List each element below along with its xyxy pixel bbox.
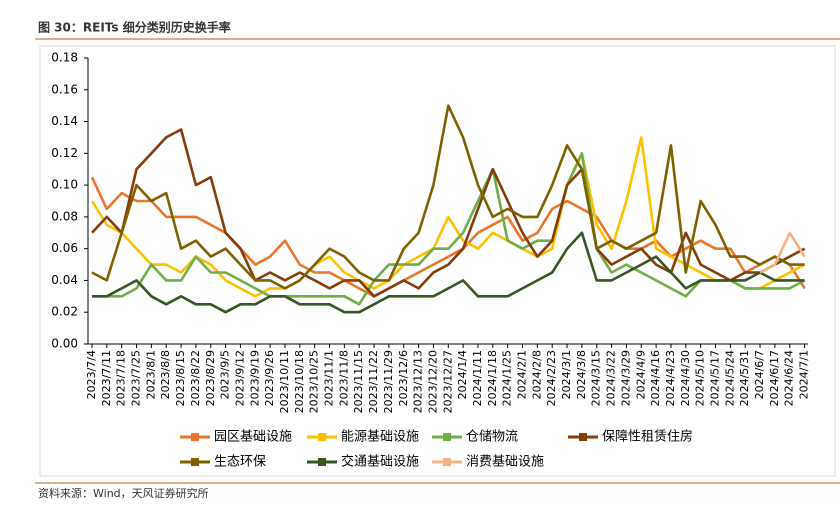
y-tick-label: 0.06 xyxy=(51,241,78,255)
series-line xyxy=(759,231,806,274)
x-tick-label: 2023/12/13 xyxy=(412,350,425,413)
y-tick-label: 0.02 xyxy=(51,305,78,319)
x-tick-label: 2023/7/4 xyxy=(85,350,98,399)
x-tick-label: 2023/9/19 xyxy=(248,350,261,406)
legend-marker xyxy=(443,433,451,441)
x-tick-label: 2024/3/8 xyxy=(575,350,588,399)
source: 资料来源：Wind，天风证券研究所 xyxy=(38,486,209,500)
y-tick-label: 0.12 xyxy=(51,146,78,160)
x-tick-label: 2024/1/18 xyxy=(486,350,499,406)
series-line xyxy=(92,152,806,306)
series-line xyxy=(91,128,806,298)
x-tick-label: 2024/3/29 xyxy=(619,350,632,406)
y-tick-label: 0.08 xyxy=(51,209,78,223)
x-tick-label: 2023/7/18 xyxy=(115,350,128,406)
x-tick-label: 2023/11/22 xyxy=(367,350,380,413)
y-tick-label: 0.10 xyxy=(51,178,78,192)
legend-marker xyxy=(443,458,451,466)
legend-label: 仓储物流 xyxy=(466,430,518,445)
x-tick-label: 2023/9/5 xyxy=(219,350,232,399)
x-tick-label: 2024/6/24 xyxy=(783,350,796,406)
x-tick-label: 2024/4/23 xyxy=(664,350,677,406)
legend-marker xyxy=(191,458,199,466)
legend-label: 交通基础设施 xyxy=(341,454,419,470)
legend-marker xyxy=(579,433,587,441)
x-tick-label: 2023/11/1 xyxy=(323,350,336,406)
x-tick-label: 2023/8/29 xyxy=(204,350,217,406)
x-tick-label: 2024/4/16 xyxy=(649,350,662,406)
series-line xyxy=(92,231,805,314)
legend-label: 保障性租赁住房 xyxy=(602,429,693,445)
x-tick-label: 2023/11/29 xyxy=(382,350,395,413)
x-tick-label: 2024/2/1 xyxy=(516,350,529,399)
x-tick-label: 2023/12/20 xyxy=(426,350,439,413)
legend-marker xyxy=(191,433,199,441)
x-tick-label: 2024/6/7 xyxy=(753,350,766,399)
x-tick-label: 2023/7/25 xyxy=(130,350,143,406)
y-tick-label: 0.14 xyxy=(51,114,78,128)
legend-label: 园区基础设施 xyxy=(214,430,292,445)
legend-label: 能源基础设施 xyxy=(341,430,419,445)
legend-label: 消费基础设施 xyxy=(466,455,544,470)
x-tick-label: 2024/5/17 xyxy=(709,350,722,406)
x-tick-label: 2023/8/8 xyxy=(159,350,172,399)
x-tick-label: 2024/3/1 xyxy=(560,350,573,399)
x-tick-label: 2023/11/15 xyxy=(352,350,365,413)
y-tick-label: 0.18 xyxy=(51,51,78,65)
x-tick-label: 2024/1/11 xyxy=(471,350,484,406)
legend-marker xyxy=(318,433,326,441)
x-tick-label: 2024/3/22 xyxy=(605,350,618,406)
x-tick-label: 2023/11/8 xyxy=(337,350,350,406)
x-tick-label: 2023/8/22 xyxy=(189,350,202,406)
x-tick-label: 2023/12/6 xyxy=(397,350,410,406)
y-tick-label: 0.16 xyxy=(51,82,78,96)
chart-title: 图 30：REITs 细分类别历史换手率 xyxy=(38,20,231,35)
x-tick-label: 2024/3/15 xyxy=(590,350,603,406)
x-tick-label: 2023/9/26 xyxy=(263,350,276,406)
x-tick-label: 2024/5/24 xyxy=(723,350,736,406)
x-tick-label: 2024/2/8 xyxy=(530,350,543,399)
x-tick-label: 2023/7/11 xyxy=(100,350,113,406)
x-tick-label: 2024/6/17 xyxy=(768,350,781,406)
x-tick-label: 2024/5/10 xyxy=(694,350,707,406)
x-tick-label: 2024/7/1 xyxy=(798,350,811,399)
series-line xyxy=(90,176,806,298)
x-tick-label: 2024/4/30 xyxy=(679,350,692,406)
y-tick-label: 0.00 xyxy=(51,337,78,351)
legend-marker xyxy=(318,458,326,466)
x-tick-label: 2024/4/9 xyxy=(634,350,647,399)
x-tick-label: 2024/1/4 xyxy=(456,350,469,399)
x-tick-label: 2023/8/1 xyxy=(144,350,157,399)
x-tick-label: 2023/10/11 xyxy=(278,350,291,413)
x-tick-label: 2024/1/25 xyxy=(501,350,514,406)
chart-frame xyxy=(39,45,836,477)
y-tick-label: 0.04 xyxy=(51,273,78,287)
x-tick-label: 2023/9/12 xyxy=(233,350,246,406)
x-tick-label: 2023/10/18 xyxy=(293,350,306,413)
x-tick-label: 2023/10/25 xyxy=(308,350,321,413)
x-tick-label: 2023/8/15 xyxy=(174,350,187,406)
x-tick-label: 2024/2/23 xyxy=(545,350,558,406)
series-line xyxy=(91,104,805,290)
x-tick-label: 2023/12/27 xyxy=(441,350,454,413)
x-tick-label: 2024/5/31 xyxy=(738,350,751,406)
legend-label: 生态环保 xyxy=(214,455,266,470)
